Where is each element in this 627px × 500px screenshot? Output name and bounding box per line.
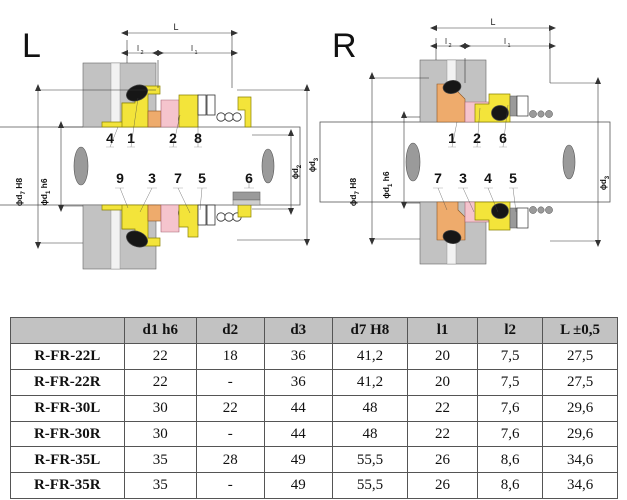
svg-text:L: L bbox=[173, 22, 178, 32]
svg-text:1: 1 bbox=[507, 43, 510, 49]
svg-text:1: 1 bbox=[194, 50, 197, 56]
svg-text:3: 3 bbox=[459, 170, 467, 186]
svg-text:R: R bbox=[332, 27, 357, 65]
svg-text:L: L bbox=[490, 17, 495, 27]
svg-text:3: 3 bbox=[148, 170, 156, 186]
svg-text:5: 5 bbox=[509, 170, 517, 186]
svg-text:4: 4 bbox=[484, 170, 492, 186]
svg-text:1: 1 bbox=[127, 130, 135, 146]
svg-text:2: 2 bbox=[448, 43, 451, 49]
svg-text:5: 5 bbox=[198, 170, 206, 186]
svg-text:7: 7 bbox=[174, 170, 182, 186]
svg-text:2: 2 bbox=[169, 130, 177, 146]
svg-text:l: l bbox=[445, 37, 447, 46]
svg-text:l: l bbox=[191, 44, 193, 53]
svg-text:l: l bbox=[504, 37, 506, 46]
svg-text:l: l bbox=[137, 44, 139, 53]
svg-text:9: 9 bbox=[116, 170, 124, 186]
svg-text:2: 2 bbox=[140, 50, 143, 56]
svg-text:4: 4 bbox=[106, 130, 114, 146]
svg-text:7: 7 bbox=[434, 170, 442, 186]
svg-text:6: 6 bbox=[499, 130, 507, 146]
svg-text:L: L bbox=[22, 27, 41, 65]
